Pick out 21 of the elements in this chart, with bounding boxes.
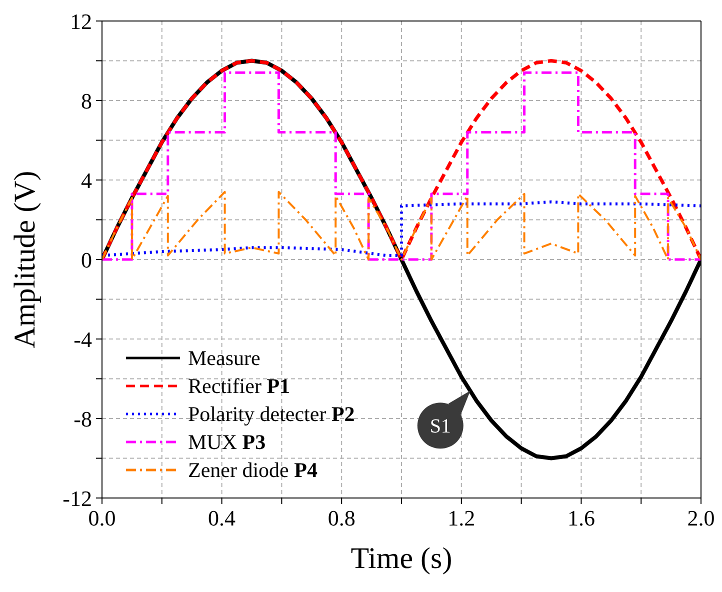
line-series [102, 190, 701, 260]
line-series [102, 200, 701, 258]
annotation: S1 [430, 416, 451, 438]
y-tick-label: -4 [74, 326, 92, 352]
legend-label: Zener diode P4 [188, 457, 318, 484]
x-tick-label: 2.0 [687, 506, 715, 531]
legend-label: Polarity detecter P2 [188, 401, 355, 428]
y-tick-label: -8 [74, 406, 92, 432]
y-tick-label: 12 [70, 8, 92, 34]
legend-label: Measure [188, 345, 260, 372]
y-tick-label: 4 [81, 168, 92, 193]
x-tick-label: 1.6 [567, 506, 595, 531]
y-tick-label: 8 [81, 88, 92, 114]
legend-label: Rectifier P1 [188, 373, 290, 400]
y-axis-title: Amplitude (V) [8, 170, 42, 348]
x-axis-title: Time (s) [350, 542, 452, 575]
x-tick-label: 1.2 [448, 506, 476, 531]
y-tick-label: 0 [81, 247, 92, 272]
legend-label: MUX P3 [188, 429, 266, 456]
x-tick-label: 0.4 [208, 506, 236, 531]
x-tick-label: 0.8 [328, 506, 356, 531]
